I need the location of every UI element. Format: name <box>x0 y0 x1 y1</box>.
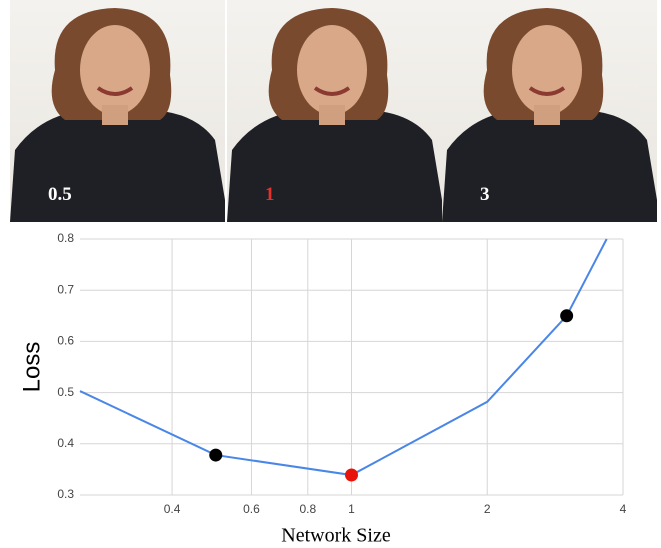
y-tick-label: 0.8 <box>57 231 74 245</box>
photo <box>442 0 657 222</box>
panel-label: 0.5 <box>48 184 72 205</box>
photo <box>227 0 442 222</box>
panel-label: 1 <box>265 184 275 205</box>
y-tick-label: 0.7 <box>57 282 74 296</box>
y-tick-label: 0.3 <box>57 487 74 501</box>
x-tick-label: 0.6 <box>243 502 260 516</box>
panel-label: 3 <box>480 184 490 205</box>
chart: Network Size Loss 0.3 0.4 0.5 0.6 0.7 0.8 0.4 0… <box>18 231 626 546</box>
image-panels: 0.5 1 3 <box>10 0 657 222</box>
x-tick-label: 2 <box>484 502 491 516</box>
y-axis-label: Loss <box>18 342 45 393</box>
y-tick-label: 0.5 <box>57 385 74 399</box>
y-tick-label: 0.4 <box>57 436 74 450</box>
line <box>79 238 608 477</box>
x-axis-label: Network Size <box>281 525 391 547</box>
x-tick-label: 0.8 <box>299 502 316 516</box>
marker <box>560 309 574 323</box>
x-tick-label: 1 <box>348 502 355 516</box>
photo <box>10 0 225 222</box>
marker <box>209 448 223 462</box>
x-tick-label: 4 <box>620 502 627 516</box>
y-tick-label: 0.6 <box>57 334 74 348</box>
x-tick-label: 0.4 <box>164 502 181 516</box>
marker <box>345 468 358 482</box>
